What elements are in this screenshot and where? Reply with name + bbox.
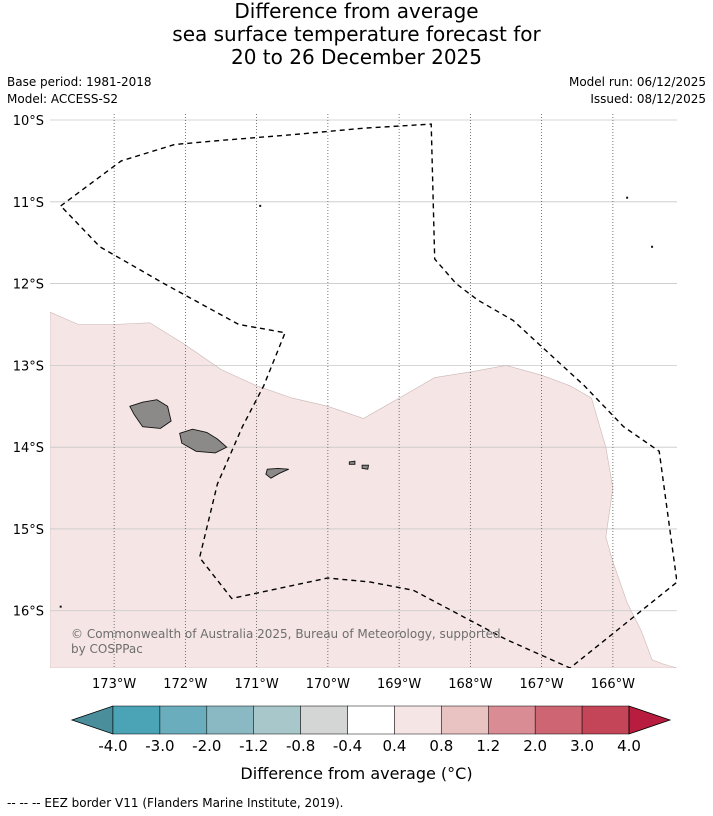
chart-title: Difference from average sea surface temp… (0, 0, 713, 69)
colorbar-extend-low (70, 705, 114, 735)
title-line-3: 20 to 26 December 2025 (230, 45, 482, 69)
island-landmass (129, 399, 172, 429)
colorbar-tick-label: 3.0 (570, 737, 594, 755)
copyright-text-2: by COSPPac (71, 642, 143, 656)
island-landmass (179, 428, 228, 454)
colorbar-swatch (534, 705, 583, 735)
eez-legend: -- -- -- EEZ border V11 (Flanders Marine… (7, 796, 344, 810)
island-landmass (361, 464, 370, 470)
colorbar-extend-high (628, 705, 672, 735)
colorbar-swatch (581, 705, 630, 735)
colorbar-tick-label: -3.0 (145, 737, 174, 755)
islet-marker (59, 605, 62, 608)
colorbar-tick-label: -2.0 (192, 737, 221, 755)
lon-tick-label: 172°W (163, 677, 207, 692)
colorbar-tick-label: 4.0 (617, 737, 641, 755)
island-landmass (348, 460, 356, 465)
colorbar-swatch (206, 705, 254, 735)
lon-tick-label: 169°W (377, 677, 421, 692)
lat-tick-label: 13°S (13, 359, 44, 374)
lon-tick-label: 171°W (235, 677, 279, 692)
colorbar-swatch (488, 705, 536, 735)
colorbar-swatch (253, 705, 301, 735)
lon-tick-label: 170°W (306, 677, 350, 692)
colorbar-swatch (441, 705, 489, 735)
lat-tick-label: 14°S (13, 441, 44, 456)
lon-tick-label: 166°W (591, 677, 635, 692)
colorbar-tick-label: -0.8 (286, 737, 315, 755)
lat-tick-label: 10°S (13, 114, 44, 129)
colorbar-tick-label: 2.0 (523, 737, 547, 755)
islet-marker (626, 196, 629, 199)
title-line-1: Difference from average (234, 0, 479, 23)
island-landmass (265, 467, 289, 479)
issued-date: Issued: 08/12/2025 (590, 92, 706, 106)
lon-tick-label: 173°W (92, 677, 136, 692)
colorbar-swatch (394, 705, 442, 735)
colorbar-tick-label: 0.8 (429, 737, 453, 755)
anomaly-region (50, 311, 677, 668)
colorbar-tick-label: 1.2 (476, 737, 500, 755)
colorbar-label: Difference from average (°C) (240, 764, 473, 783)
lat-tick-label: 15°S (13, 523, 44, 538)
eez-border (60, 123, 677, 668)
lon-tick-label: 168°W (448, 677, 492, 692)
colorbar-swatch (300, 705, 348, 735)
lat-tick-label: 11°S (13, 196, 44, 211)
title-line-2: sea surface temperature forecast for (172, 22, 541, 46)
islet-marker (651, 245, 654, 248)
colorbar-tick-label: -4.0 (98, 737, 127, 755)
colorbar-swatch (112, 705, 161, 735)
copyright-text: © Commonwealth of Australia 2025, Bureau… (71, 627, 501, 641)
colorbar-swatch (347, 705, 395, 735)
colorbar-tick-label: 0.4 (383, 737, 407, 755)
lon-tick-label: 167°W (520, 677, 564, 692)
model-run: Model run: 06/12/2025 (568, 75, 706, 89)
meta-left: Base period: 1981-2018 Model: ACCESS-S2 (7, 74, 152, 108)
islet-marker (259, 204, 262, 207)
lat-tick-label: 16°S (13, 605, 44, 620)
colorbar-tick-label: -0.4 (333, 737, 362, 755)
lat-tick-label: 12°S (13, 278, 44, 293)
colorbar-tick-label: -1.2 (239, 737, 268, 755)
meta-right: Model run: 06/12/2025 Issued: 08/12/2025 (569, 74, 706, 108)
base-period: Base period: 1981-2018 (7, 75, 152, 89)
colorbar-swatch (159, 705, 208, 735)
model-name: Model: ACCESS-S2 (7, 92, 119, 106)
